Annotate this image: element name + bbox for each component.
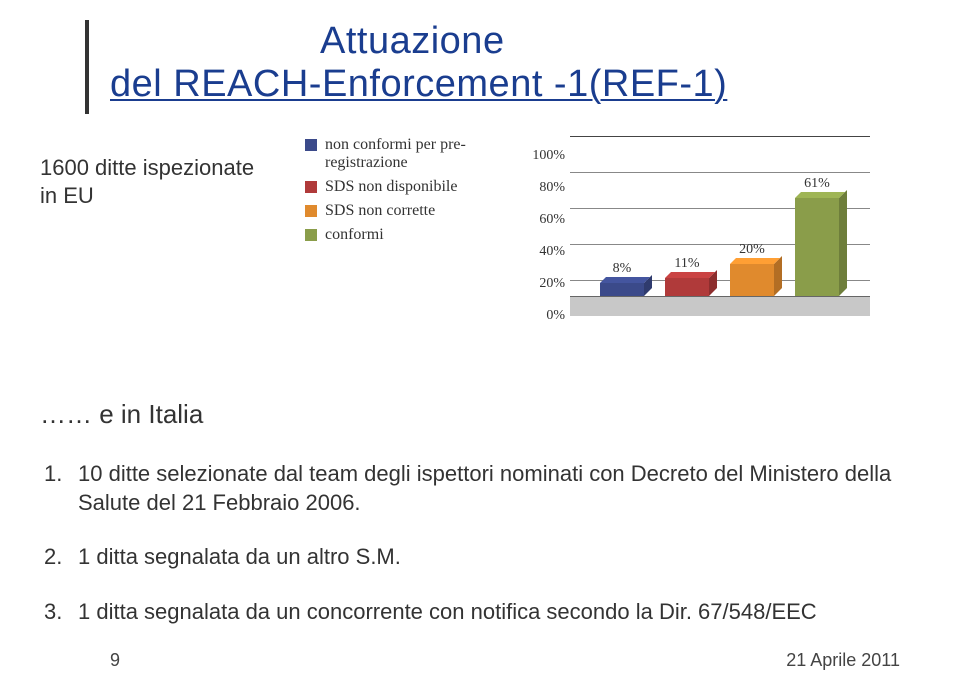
list-item: 2. 1 ditta segnalata da un altro S.M. — [44, 543, 920, 572]
list-number: 1. — [44, 460, 78, 517]
inspected-line1: 1600 ditte ispezionate — [40, 154, 305, 182]
numbered-list: 1. 10 ditte selezionate dal team degli i… — [44, 460, 920, 626]
title-rule — [85, 20, 89, 114]
legend-item: conformi — [305, 226, 515, 244]
bar-value-label: 20% — [722, 242, 782, 258]
bar-value-label: 61% — [787, 176, 847, 192]
bar: 11% — [665, 278, 709, 296]
list-item: 3. 1 ditta segnalata da un concorrente c… — [44, 598, 920, 627]
y-tick-label: 40% — [515, 244, 565, 260]
inspected-text: 1600 ditte ispezionate in EU — [40, 126, 305, 209]
legend-label: conformi — [325, 226, 384, 244]
legend-item: SDS non disponibile — [305, 178, 515, 196]
y-tick-label: 100% — [515, 148, 565, 164]
y-tick-label: 0% — [515, 308, 565, 324]
title-block: Attuazione del REACH-Enforcement -1(REF-… — [40, 20, 920, 106]
title-line2: del REACH-Enforcement -1(REF-1) — [110, 63, 920, 106]
bar-chart: 0% 20% 40% 60% 80% 100% 8% 11% 20% 61% — [515, 126, 885, 351]
bar: 8% — [600, 283, 644, 296]
legend-label: SDS non disponibile — [325, 178, 457, 196]
list-number: 3. — [44, 598, 78, 627]
legend-swatch — [305, 181, 317, 193]
legend-label: SDS non corrette — [325, 202, 435, 220]
page-number: 9 — [110, 650, 120, 671]
bars-container: 8% 11% 20% 61% — [570, 136, 870, 296]
list-item: 1. 10 ditte selezionate dal team degli i… — [44, 460, 920, 517]
title-line1: Attuazione — [320, 20, 920, 63]
legend-label: non conformi per pre-registrazione — [325, 136, 515, 172]
chart-legend: non conformi per pre-registrazione SDS n… — [305, 126, 515, 250]
bar-value-label: 11% — [657, 256, 717, 272]
footer: 9 21 Aprile 2011 — [0, 650, 960, 671]
bar-value-label: 8% — [592, 261, 652, 277]
y-tick-label: 60% — [515, 212, 565, 228]
plot-area: 8% 11% 20% 61% — [570, 136, 870, 316]
list-text: 1 ditta segnalata da un concorrente con … — [78, 598, 920, 627]
y-tick-label: 80% — [515, 180, 565, 196]
list-text: 10 ditte selezionate dal team degli ispe… — [78, 460, 920, 517]
footer-date: 21 Aprile 2011 — [786, 650, 900, 671]
legend-swatch — [305, 229, 317, 241]
legend-item: SDS non corrette — [305, 202, 515, 220]
chart-floor — [570, 296, 870, 316]
list-number: 2. — [44, 543, 78, 572]
inspected-line2: in EU — [40, 182, 305, 210]
legend-swatch — [305, 205, 317, 217]
legend-swatch — [305, 139, 317, 151]
list-text: 1 ditta segnalata da un altro S.M. — [78, 543, 920, 572]
legend-item: non conformi per pre-registrazione — [305, 136, 515, 172]
bar: 61% — [795, 198, 839, 296]
subtitle-italia: …… e in Italia — [40, 399, 920, 430]
bar: 20% — [730, 264, 774, 296]
y-tick-label: 20% — [515, 276, 565, 292]
